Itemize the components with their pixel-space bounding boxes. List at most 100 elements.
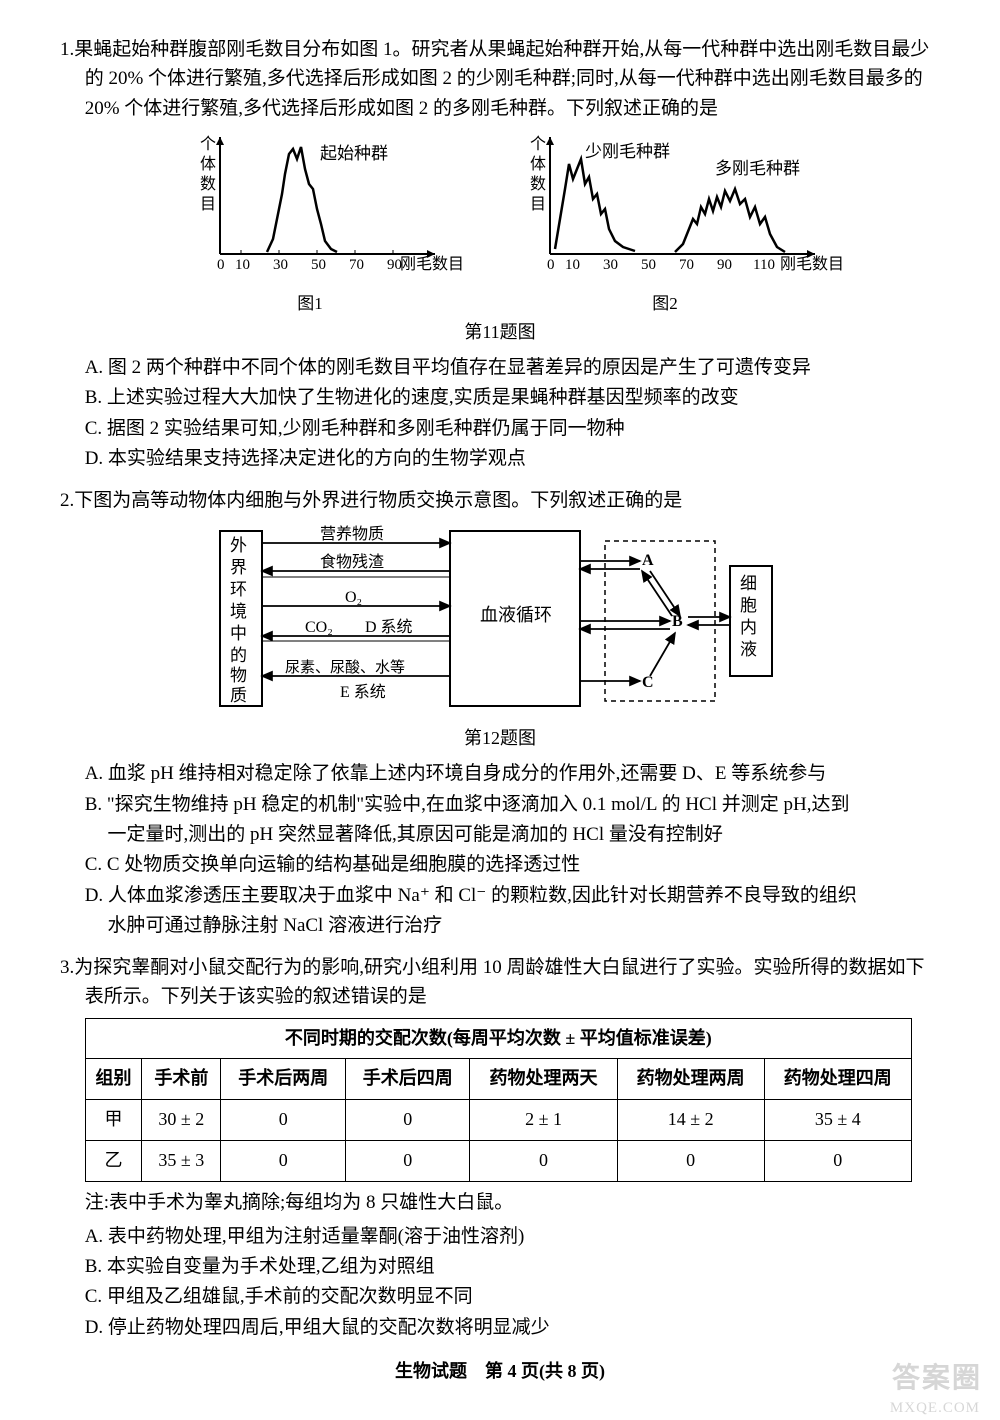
q12-diagram-svg: 外 界 环 境 中 的 物 质 血液循环 细 胞 内 液 — [210, 521, 790, 719]
svg-text:0: 0 — [217, 257, 225, 273]
q12-text: 下图为高等动物体内细胞与外界进行物质交换示意图。下列叙述正确的是 — [74, 490, 682, 511]
svg-text:50: 50 — [641, 257, 656, 273]
svg-text:外: 外 — [230, 536, 247, 555]
node-a: A — [642, 552, 654, 569]
arrow-e-top: 尿素、尿酸、水等 — [285, 658, 405, 676]
q12-diagram: 外 界 环 境 中 的 物 质 血液循环 细 胞 内 液 — [60, 521, 940, 719]
q11-opt-b: B. 上述实验过程大大加快了生物进化的速度,实质是果蝇种群基因型频率的改变 — [85, 383, 940, 412]
svg-text:质: 质 — [230, 686, 247, 705]
svg-text:物: 物 — [230, 666, 247, 685]
fig1-xlabel: 刚毛数目 — [400, 255, 464, 273]
arrow-o2: O₂ — [345, 589, 362, 606]
q11-opt-c: C. 据图 2 实验结果可知,少刚毛种群和多刚毛种群仍属于同一物种 — [85, 414, 940, 443]
q12-options: A. 血浆 pH 维持相对稳定除了依靠上述内环境自身成分的作用外,还需要 D、E… — [60, 759, 940, 941]
q11-fig1: 个 体 数 目 起始种群 0 10 30 50 70 90 刚 — [175, 129, 445, 317]
col-5: 药物处理两周 — [617, 1059, 764, 1100]
fig2-xlabel: 刚毛数目 — [780, 255, 844, 273]
q13-opt-d: D. 停止药物处理四周后,甲组大鼠的交配次数将明显减少 — [85, 1313, 940, 1342]
question-11: 1.果蝇起始种群腹部刚毛数目分布如图 1。研究者从果蝇起始种群开始,从每一代种群… — [60, 35, 940, 474]
question-12: 2.下图为高等动物体内细胞与外界进行物质交换示意图。下列叙述正确的是 外 界 环… — [60, 486, 940, 941]
watermark: 答案圈 — [892, 1357, 982, 1400]
svg-text:0: 0 — [547, 257, 555, 273]
svg-text:内: 内 — [740, 618, 757, 637]
svg-text:数: 数 — [200, 175, 216, 193]
svg-text:30: 30 — [273, 257, 288, 273]
page-footer: 生物试题 第 4 页(共 8 页) — [0, 1358, 1000, 1386]
fig1-label: 图1 — [175, 291, 445, 317]
fig1-series: 起始种群 — [320, 144, 388, 163]
svg-text:50: 50 — [311, 257, 326, 273]
q11-fig-caption: 第11题图 — [60, 319, 940, 347]
node-c: C — [642, 674, 654, 691]
q11-text: 果蝇起始种群腹部刚毛数目分布如图 1。研究者从果蝇起始种群开始,从每一代种群中选… — [74, 39, 929, 119]
q13-opt-a: A. 表中药物处理,甲组为注射适量睾酮(溶于油性溶剂) — [85, 1222, 940, 1251]
table-cols: 组别 手术前 手术后两周 手术后四周 药物处理两天 药物处理两周 药物处理四周 — [85, 1059, 911, 1100]
svg-text:个: 个 — [530, 135, 546, 153]
svg-text:液: 液 — [740, 640, 757, 659]
q12-stem: 2.下图为高等动物体内细胞与外界进行物质交换示意图。下列叙述正确的是 — [60, 486, 940, 515]
q12-number: 2. — [60, 490, 74, 511]
svg-text:细: 细 — [740, 574, 757, 593]
col-1: 手术前 — [142, 1059, 221, 1100]
col-2: 手术后两周 — [221, 1059, 345, 1100]
col-6: 药物处理四周 — [764, 1059, 911, 1100]
q11-stem: 1.果蝇起始种群腹部刚毛数目分布如图 1。研究者从果蝇起始种群开始,从每一代种群… — [60, 35, 940, 123]
watermark-sub: MXQE.COM — [890, 1397, 980, 1420]
arrow-d: D 系统 — [365, 618, 413, 636]
center-label: 血液循环 — [480, 605, 552, 625]
svg-text:胞: 胞 — [740, 596, 757, 615]
q12-opt-c: C. C 处物质交换单向运输的结构基础是细胞膜的选择透过性 — [85, 850, 940, 879]
fig2-s2: 多刚毛种群 — [715, 159, 800, 178]
question-13: 3.为探究睾酮对小鼠交配行为的影响,研究小组利用 10 周龄雄性大白鼠进行了实验… — [60, 953, 940, 1343]
fig2-label: 图2 — [505, 291, 825, 317]
svg-text:30: 30 — [603, 257, 618, 273]
q12-opt-a: A. 血浆 pH 维持相对稳定除了依靠上述内环境自身成分的作用外,还需要 D、E… — [85, 759, 940, 788]
svg-text:10: 10 — [235, 257, 250, 273]
q11-fig1-svg: 个 体 数 目 起始种群 0 10 30 50 70 90 刚 — [175, 129, 445, 279]
table-header: 不同时期的交配次数(每周平均次数 ± 平均值标准误差) — [85, 1018, 911, 1059]
q11-fig2-svg: 个 体 数 目 少刚毛种群 多刚毛种群 0 10 30 50 70 90 110… — [505, 129, 825, 279]
q13-table: 不同时期的交配次数(每周平均次数 ± 平均值标准误差) 组别 手术前 手术后两周… — [85, 1018, 912, 1183]
q11-fig2: 个 体 数 目 少刚毛种群 多刚毛种群 0 10 30 50 70 90 110… — [505, 129, 825, 317]
q11-options: A. 图 2 两个种群中不同个体的刚毛数目平均值存在显著差异的原因是产生了可遗传… — [60, 353, 940, 474]
q13-opt-c: C. 甲组及乙组雄鼠,手术前的交配次数明显不同 — [85, 1282, 940, 1311]
svg-text:数: 数 — [530, 175, 546, 193]
arrow-residue: 食物残渣 — [320, 553, 384, 571]
arrow-e: E 系统 — [340, 683, 386, 701]
arrow-nutrient: 营养物质 — [320, 525, 384, 543]
svg-text:10: 10 — [565, 257, 580, 273]
q13-note: 注:表中手术为睾丸摘除;每组均为 8 只雄性大白鼠。 — [60, 1188, 940, 1217]
q12-opt-d: D. 人体血浆渗透压主要取决于血浆中 Na⁺ 和 Cl⁻ 的颗粒数,因此针对长期… — [85, 881, 940, 910]
table-row: 甲 30 ± 2 0 0 2 ± 1 14 ± 2 35 ± 4 — [85, 1100, 911, 1141]
svg-text:境: 境 — [230, 602, 247, 621]
svg-text:目: 目 — [200, 196, 216, 213]
q11-opt-a: A. 图 2 两个种群中不同个体的刚毛数目平均值存在显著差异的原因是产生了可遗传… — [85, 353, 940, 382]
fig1-ylabel: 个 — [200, 135, 216, 153]
q13-opt-b: B. 本实验自变量为手术处理,乙组为对照组 — [85, 1252, 940, 1281]
col-0: 组别 — [85, 1059, 142, 1100]
q12-opt-b: B. "探究生物维持 pH 稳定的机制"实验中,在血浆中逐滴加入 0.1 mol… — [85, 790, 940, 819]
q12-opt-b2: 一定量时,测出的 pH 突然显著降低,其原因可能是滴加的 HCl 量没有控制好 — [85, 820, 940, 849]
q11-number: 1. — [60, 39, 74, 60]
svg-text:体: 体 — [530, 155, 546, 173]
svg-text:体: 体 — [200, 155, 216, 173]
svg-text:的: 的 — [230, 646, 247, 665]
svg-text:目: 目 — [530, 196, 546, 213]
col-4: 药物处理两天 — [470, 1059, 617, 1100]
q13-options: A. 表中药物处理,甲组为注射适量睾酮(溶于油性溶剂) B. 本实验自变量为手术… — [60, 1222, 940, 1343]
svg-text:90: 90 — [717, 257, 732, 273]
svg-text:70: 70 — [679, 257, 694, 273]
svg-text:110: 110 — [753, 257, 775, 273]
q13-number: 3. — [60, 957, 74, 978]
svg-text:界: 界 — [230, 558, 247, 577]
q12-opt-d2: 水肿可通过静脉注射 NaCl 溶液进行治疗 — [85, 911, 940, 940]
fig2-s1: 少刚毛种群 — [585, 142, 670, 161]
col-3: 手术后四周 — [345, 1059, 469, 1100]
table-row: 乙 35 ± 3 0 0 0 0 0 — [85, 1141, 911, 1182]
svg-text:70: 70 — [349, 257, 364, 273]
q13-text: 为探究睾酮对小鼠交配行为的影响,研究小组利用 10 周龄雄性大白鼠进行了实验。实… — [74, 957, 924, 1007]
svg-text:中: 中 — [230, 624, 247, 643]
q13-stem: 3.为探究睾酮对小鼠交配行为的影响,研究小组利用 10 周龄雄性大白鼠进行了实验… — [60, 953, 940, 1012]
svg-text:环: 环 — [230, 580, 247, 599]
q11-figures: 个 体 数 目 起始种群 0 10 30 50 70 90 刚 — [60, 129, 940, 317]
